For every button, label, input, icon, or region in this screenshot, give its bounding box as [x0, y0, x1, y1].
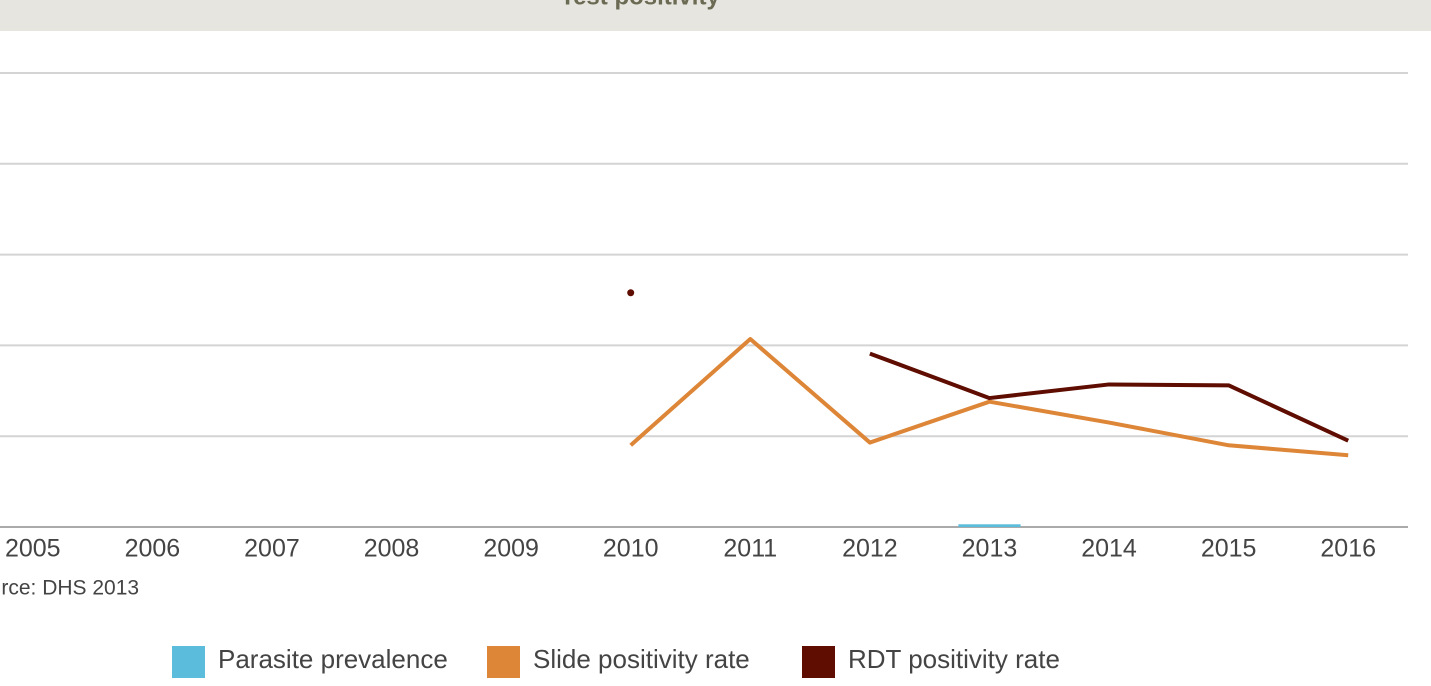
legend-swatch [802, 646, 835, 678]
legend-swatch [487, 646, 520, 678]
source-note: Source: DHS 2013 [0, 577, 139, 600]
legend-label: Parasite prevalence [218, 644, 448, 674]
x-tick-label: 2005 [5, 535, 61, 563]
x-tick-label: 2008 [364, 535, 420, 563]
x-tick-label: 2013 [962, 535, 1018, 563]
bar [958, 524, 1021, 527]
series-line [629, 337, 1349, 458]
line-point [627, 289, 635, 297]
x-tick-label: 2011 [723, 535, 777, 563]
x-tick-label: 2007 [244, 535, 300, 563]
legend-label: RDT positivity rate [848, 644, 1060, 674]
x-tick-label: 2012 [842, 535, 898, 563]
legend-label: Slide positivity rate [533, 644, 750, 674]
x-tick-label: 2015 [1201, 535, 1257, 563]
x-tick-label: 2016 [1320, 535, 1376, 563]
x-tick-label: 2014 [1081, 535, 1137, 563]
chart-title: Test positivity [560, 0, 720, 10]
x-tick-label: 2010 [603, 535, 659, 563]
series-line [869, 351, 1350, 443]
x-tick-label: 2009 [483, 535, 539, 563]
header-band [0, 0, 1431, 31]
legend-swatch [172, 646, 205, 678]
x-tick-label: 2006 [125, 535, 181, 563]
